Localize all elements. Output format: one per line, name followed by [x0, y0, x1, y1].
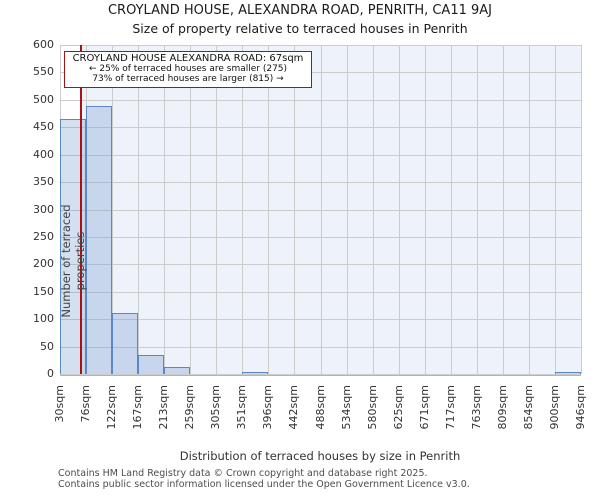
x-axis-label: Distribution of terraced houses by size … — [179, 449, 461, 463]
v-gridline — [398, 45, 400, 374]
annotation-title: CROYLAND HOUSE ALEXANDRA ROAD: 67sqm — [72, 53, 304, 64]
v-gridline — [476, 45, 478, 374]
x-tick-label: 442sqm — [287, 385, 301, 430]
y-tick-label: 300 — [33, 202, 54, 216]
x-tick-label: 580sqm — [365, 385, 379, 430]
v-gridline — [346, 45, 348, 374]
y-tick-label: 350 — [33, 175, 54, 189]
y-tick-label: 400 — [33, 147, 54, 161]
histogram-bar — [242, 372, 269, 374]
footer-copyright-line: Contains HM Land Registry data © Crown c… — [58, 468, 428, 479]
y-tick-label: 150 — [33, 284, 54, 298]
y-axis-label: Number of terraced properties — [59, 204, 87, 318]
y-tick-label: 550 — [33, 65, 54, 79]
chart-title: CROYLAND HOUSE, ALEXANDRA ROAD, PENRITH,… — [107, 3, 492, 18]
y-tick-label: 600 — [33, 38, 54, 51]
y-tick-label: 200 — [33, 257, 54, 271]
v-gridline — [372, 45, 374, 374]
histogram-bar — [86, 105, 113, 374]
histogram-bar — [138, 355, 165, 374]
y-tick-label: 500 — [33, 92, 54, 106]
histogram-bar — [164, 367, 191, 374]
histogram-bar — [554, 372, 581, 374]
x-tick-label: 854sqm — [521, 385, 535, 430]
y-tick-label: 250 — [33, 229, 54, 243]
x-tick-label: 259sqm — [183, 385, 197, 430]
x-tick-label: 122sqm — [105, 385, 119, 430]
v-gridline — [502, 45, 504, 374]
x-tick-label: 946sqm — [574, 385, 587, 430]
x-tick-label: 534sqm — [339, 385, 353, 430]
x-tick-label: 76sqm — [79, 385, 93, 423]
v-gridline — [294, 45, 296, 374]
v-gridline — [138, 45, 140, 374]
v-gridline — [242, 45, 244, 374]
y-tick-label: 450 — [33, 120, 54, 134]
v-gridline — [581, 45, 582, 374]
h-gridline — [60, 374, 581, 375]
v-gridline — [164, 45, 166, 374]
v-gridline — [320, 45, 322, 374]
y-tick-label: 0 — [47, 367, 54, 380]
x-tick-label: 167sqm — [131, 385, 145, 430]
annotation-box: CROYLAND HOUSE ALEXANDRA ROAD: 67sqm ← 2… — [64, 51, 312, 88]
v-gridline — [216, 45, 218, 374]
annotation-smaller-text: ← 25% of terraced houses are smaller (27… — [88, 64, 288, 74]
y-tick-label: 50 — [40, 339, 54, 353]
property-size-marker-line — [80, 45, 83, 374]
x-tick-label: 396sqm — [261, 385, 275, 430]
x-tick-label: 717sqm — [443, 385, 457, 430]
v-gridline — [450, 45, 452, 374]
footer-licence-line: Contains public sector information licen… — [58, 479, 470, 490]
x-tick-label: 900sqm — [547, 385, 561, 430]
v-gridline — [528, 45, 530, 374]
x-tick-label: 305sqm — [209, 385, 223, 430]
annotation-larger-text: 73% of terraced houses are larger (815) … — [92, 74, 284, 84]
x-tick-label: 351sqm — [235, 385, 249, 430]
v-gridline — [112, 45, 114, 374]
x-tick-label: 671sqm — [417, 385, 431, 430]
x-tick-label: 488sqm — [313, 385, 327, 430]
x-tick-label: 625sqm — [391, 385, 405, 430]
plot-area: CROYLAND HOUSE ALEXANDRA ROAD: 67sqm ← 2… — [59, 45, 582, 376]
chart-subtitle: Size of property relative to terraced ho… — [132, 21, 468, 36]
x-tick-label: 763sqm — [469, 385, 483, 430]
x-tick-label: 30sqm — [53, 385, 66, 423]
y-tick-label: 100 — [33, 312, 54, 326]
v-gridline — [554, 45, 556, 374]
v-gridline — [268, 45, 270, 374]
v-gridline — [190, 45, 192, 374]
histogram-bar — [112, 313, 139, 374]
v-gridline — [424, 45, 426, 374]
x-tick-label: 809sqm — [495, 385, 509, 430]
x-tick-label: 213sqm — [157, 385, 171, 430]
